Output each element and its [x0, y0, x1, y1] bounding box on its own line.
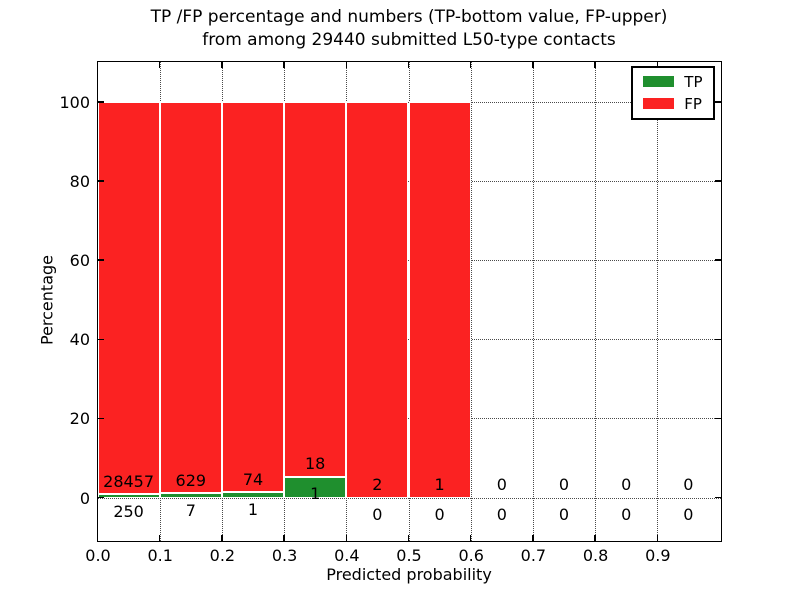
x-tick-mark-top	[469, 61, 472, 68]
x-tick-mark	[594, 534, 596, 541]
fp-count-label: 74	[242, 469, 264, 489]
fp-legend-swatch	[643, 98, 675, 109]
legend: TP FP	[631, 65, 715, 120]
chart-title: TP /FP percentage and numbers (TP-bottom…	[98, 6, 720, 52]
x-tick-label: 0.6	[458, 546, 484, 565]
x-tick-mark	[656, 534, 659, 541]
x-tick-label: 0.7	[520, 546, 547, 565]
tp-bar	[284, 476, 347, 498]
fp-bar	[221, 101, 285, 493]
x-tick-label: 0.4	[334, 546, 360, 565]
fp-bar	[159, 101, 222, 494]
x-tick-label: 0.9	[645, 546, 671, 565]
y-tick-label: 40	[69, 330, 90, 350]
x-tick-mark-top	[345, 61, 348, 68]
fp-legend-label: FP	[684, 94, 702, 113]
x-tick-mark	[532, 534, 534, 541]
x-tick-mark-top	[96, 61, 99, 68]
x-gridline	[470, 61, 472, 541]
y-tick-label: 80	[69, 172, 90, 191]
x-tick-label: 0.2	[209, 546, 236, 565]
fp-count-label: 18	[305, 454, 326, 474]
y-tick-label: 20	[69, 409, 90, 429]
x-tick-mark-top	[158, 61, 161, 68]
y-tick-mark	[97, 259, 104, 261]
y-tick-mark	[97, 101, 104, 103]
x-tick-label: 0.1	[147, 546, 173, 565]
tp-bar	[97, 494, 160, 498]
legend-item-tp: TP	[643, 72, 703, 91]
y-tick-mark-right	[714, 496, 721, 499]
x-tick-label: 0.3	[271, 546, 298, 565]
x-axis-label: Predicted probability	[326, 565, 492, 584]
x-tick-label: 0.5	[396, 546, 422, 565]
tp-count-label: 0	[496, 505, 507, 525]
y-tick-mark-right	[714, 259, 721, 261]
fp-count-label: 0	[496, 474, 507, 494]
x-tick-mark	[469, 534, 472, 541]
tp-legend-swatch	[643, 76, 675, 87]
x-tick-mark	[158, 534, 161, 541]
y-tick-mark-right	[714, 338, 721, 341]
y-tick-mark-right	[714, 180, 721, 182]
x-tick-mark-top	[532, 61, 534, 68]
fp-bar	[284, 101, 347, 477]
x-tick-mark	[345, 534, 348, 541]
tp-count-label: 1	[310, 484, 321, 504]
tp-count-label: 0	[683, 505, 694, 525]
tp-count-label: 0	[434, 505, 445, 525]
tp-bar	[159, 493, 222, 498]
tp-count-label: 1	[247, 499, 259, 519]
x-gridline	[657, 61, 659, 541]
x-tick-mark	[407, 534, 410, 541]
tp-count-label: 0	[558, 505, 570, 525]
chart-title-line1: TP /FP percentage and numbers (TP-bottom…	[150, 7, 668, 27]
fp-bar	[408, 101, 471, 498]
fp-count-label: 0	[621, 474, 632, 494]
y-tick-label: 0	[79, 488, 90, 508]
tp-count-label: 7	[185, 500, 196, 520]
x-tick-mark-top	[594, 61, 596, 68]
tp-count-label: 250	[113, 501, 144, 521]
fp-bar	[346, 101, 409, 498]
fp-count-label: 2	[372, 474, 383, 494]
plot-area: TP FP 28457 250 629 7 74 1 18 1 2 0 1 0 0 0 0 0 0 0 0 0	[96, 60, 722, 542]
legend-item-fp: FP	[643, 94, 702, 113]
y-tick-mark-right	[714, 101, 721, 103]
x-gridline	[595, 61, 597, 541]
fp-bar	[97, 101, 160, 495]
x-tick-mark-top	[283, 61, 285, 68]
fp-count-label: 629	[175, 470, 207, 490]
y-tick-mark	[97, 496, 104, 499]
x-gridline	[532, 61, 534, 541]
x-tick-mark-top	[221, 61, 223, 68]
tp-legend-label: TP	[684, 72, 703, 91]
y-gridline	[97, 497, 721, 499]
y-tick-mark	[97, 338, 104, 341]
fp-count-label: 28457	[103, 471, 155, 491]
x-tick-mark-top	[407, 61, 410, 68]
y-tick-label: 100	[59, 92, 90, 112]
fp-count-label: 0	[683, 474, 694, 494]
x-tick-mark	[283, 534, 285, 541]
chart-title-line2: from among 29440 submitted L50-type cont…	[202, 30, 616, 50]
x-tick-label: 0.8	[582, 546, 609, 565]
x-tick-mark	[96, 534, 99, 541]
tp-count-label: 0	[621, 505, 632, 525]
fp-count-label: 0	[558, 474, 570, 494]
fp-count-label: 1	[434, 474, 445, 494]
y-tick-mark	[97, 180, 104, 182]
x-tick-label: 0.0	[85, 546, 111, 565]
y-tick-mark-right	[714, 417, 721, 420]
y-tick-label: 60	[69, 251, 90, 271]
tp-bar	[221, 492, 285, 498]
y-tick-mark	[97, 417, 104, 420]
x-tick-mark	[221, 534, 223, 541]
x-tick-mark-top	[656, 61, 659, 68]
tp-count-label: 0	[372, 505, 383, 525]
